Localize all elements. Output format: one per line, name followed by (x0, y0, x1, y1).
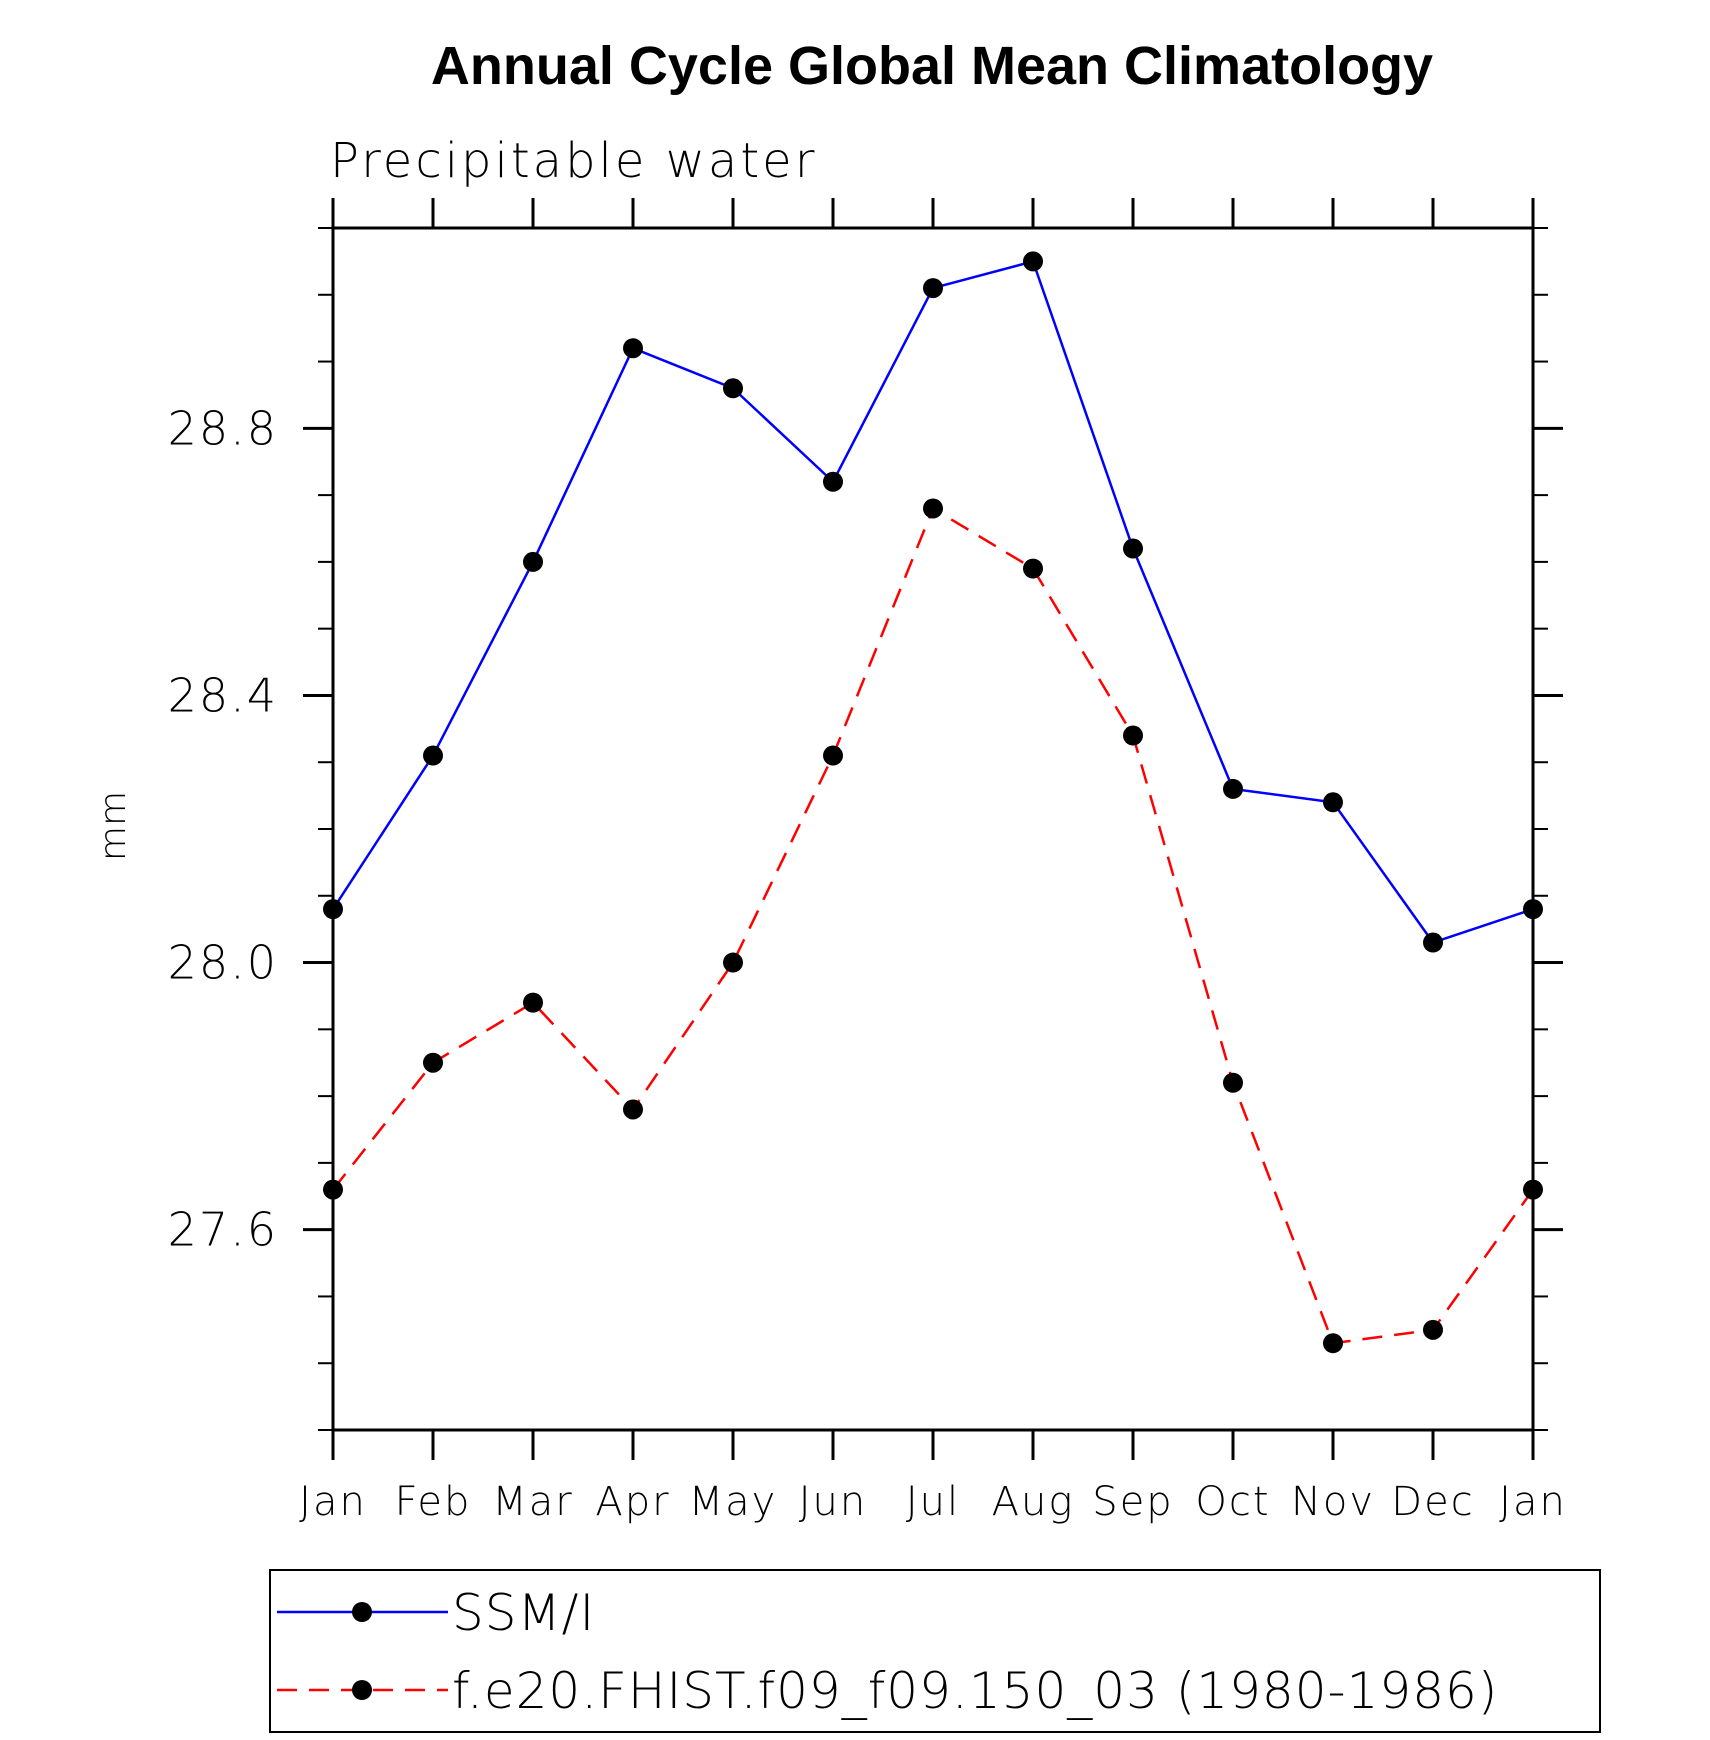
legend-marker-1 (352, 1680, 372, 1700)
series-0-point (623, 338, 643, 359)
x-tick-label: Jan (299, 1479, 367, 1525)
x-axis-tick-labels: Jan Feb Mar Apr May Jun Jul Aug Sep Oct Nov Dec Jan (299, 1479, 1567, 1525)
series-1-point (623, 1099, 643, 1120)
series-line-0 (331, 259, 1534, 945)
series-0-point (1523, 899, 1543, 920)
series-1-point (1023, 558, 1043, 579)
legend-label-0: SSM/I (452, 1584, 595, 1642)
series-line-1 (332, 506, 1535, 1345)
y-tick-label: 28.0 (168, 936, 278, 990)
x-tick-label: Jan (1499, 1479, 1567, 1525)
x-tick-label: Sep (1092, 1479, 1173, 1525)
y-tick-label: 28.8 (168, 401, 278, 455)
series-1-point (1323, 1333, 1343, 1354)
series-0-point (423, 745, 443, 766)
legend-box (269, 1569, 1601, 1733)
axis-ticks (303, 198, 1563, 1460)
chart-subtitle: Precipitable water (330, 133, 817, 189)
series-0-point (823, 471, 843, 492)
series-1-point (1223, 1072, 1243, 1093)
x-tick-label: Dec (1391, 1479, 1474, 1525)
legend-label-1: f.e20.FHIST.f09_f09.150_03 (1980-1986) (452, 1662, 1498, 1720)
chart-title: Annual Cycle Global Mean Climatology (431, 36, 1433, 96)
series-0-point (723, 378, 743, 399)
y-tick-label: 28.4 (168, 668, 278, 722)
series-0-point (523, 551, 543, 572)
series-1-point (923, 498, 943, 519)
series-0-point (1223, 778, 1243, 799)
legend-marker-0 (352, 1602, 372, 1622)
series-1-point (723, 952, 743, 973)
series-1-point (323, 1179, 343, 1200)
series-0-point (1123, 538, 1143, 559)
series-0-point (1023, 251, 1043, 272)
series-1-point (1523, 1179, 1543, 1200)
y-tick-label: 27.6 (168, 1203, 278, 1257)
x-tick-label: Feb (395, 1479, 472, 1525)
y-axis-tick-labels: 27.6 28.0 28.4 28.8 (168, 401, 278, 1257)
x-tick-label: Aug (992, 1479, 1075, 1525)
y-axis-label: mm (93, 791, 134, 861)
series-1-point (423, 1052, 443, 1073)
x-tick-label: Nov (1291, 1479, 1375, 1525)
series-1-point (823, 745, 843, 766)
x-tick-label: Jul (906, 1479, 960, 1525)
series-1-point (1123, 725, 1143, 746)
series-0-point (923, 278, 943, 299)
x-tick-label: Jun (799, 1479, 868, 1525)
x-tick-label: Oct (1195, 1479, 1270, 1525)
x-tick-label: Apr (595, 1479, 670, 1525)
x-tick-label: May (689, 1479, 778, 1525)
series-1-point (523, 992, 543, 1013)
legend: SSM/I f.e20.FHIST.f09_f09.150_03 (1980-19… (277, 1584, 1498, 1720)
x-tick-label: Mar (492, 1479, 573, 1525)
series-0-point (1323, 792, 1343, 813)
series-0-point (323, 899, 343, 920)
series-1-point (1423, 1319, 1443, 1340)
series-layer (323, 251, 1543, 1354)
series-0-point (1423, 932, 1443, 953)
